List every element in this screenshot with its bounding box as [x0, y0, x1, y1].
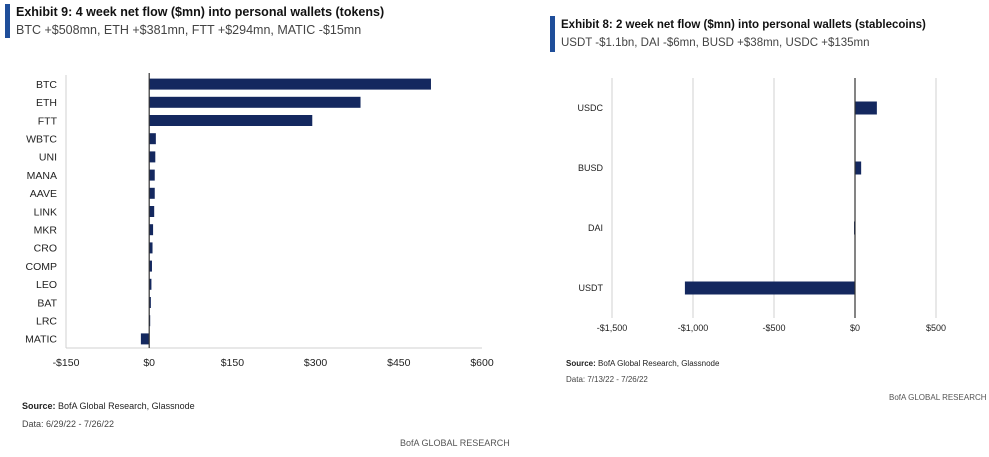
left-category-label-mana: MANA [27, 170, 57, 182]
left-category-label-cro: CRO [34, 243, 57, 255]
left-category-label-bat: BAT [37, 297, 57, 309]
left-date-range: Data: 6/29/22 - 7/26/22 [22, 419, 115, 429]
right-source-note: Source: BofA Global Research, Glassnode [566, 359, 719, 368]
left-category-label-ftt: FTT [38, 115, 58, 127]
left-category-label-mkr: MKR [34, 224, 58, 236]
left-category-label-lrc: LRC [36, 315, 57, 327]
left-title-accent [5, 4, 10, 38]
left-x-tick-label-4: $450 [387, 357, 411, 369]
left-bar-bat [149, 297, 151, 308]
right-bar-usdc [855, 101, 877, 115]
left-source-label: Source: [22, 401, 56, 411]
left-source-note: Source: BofA Global Research, Glassnode [22, 401, 195, 411]
left-x-tick-label-2: $150 [221, 357, 245, 369]
left-chart-title: Exhibit 9: 4 week net flow ($mn) into pe… [16, 5, 385, 19]
right-bar-usdt [684, 281, 855, 295]
right-source-text: BofA Global Research, Glassnode [598, 359, 720, 368]
left-x-tick-label-0: -$150 [53, 357, 80, 369]
left-bar-mkr [149, 224, 154, 236]
left-category-label-uni: UNI [39, 152, 57, 164]
right-x-tick-label-0: -$1,500 [597, 323, 628, 333]
left-bar-btc [149, 78, 431, 90]
left-bar-eth [149, 96, 361, 108]
right-category-label-busd: BUSD [578, 163, 604, 173]
left-bar-wbtc [149, 133, 156, 145]
right-title-accent [550, 16, 555, 52]
left-brand-footer: BofA GLOBAL RESEARCH [400, 438, 510, 448]
left-category-label-matic: MATIC [25, 334, 57, 346]
right-chart-subtitle: USDT -$1.1bn, DAI -$6mn, BUSD +$38mn, US… [561, 37, 870, 49]
left-bar-matic [140, 333, 150, 345]
left-x-tick-label-5: $600 [470, 357, 494, 369]
left-category-label-link: LINK [34, 206, 57, 218]
left-category-label-aave: AAVE [30, 188, 57, 200]
right-brand-footer: BofA GLOBAL RESEARCH [889, 393, 987, 402]
right-category-label-usdt: USDT [579, 283, 604, 293]
right-x-tick-label-1: -$1,000 [678, 323, 709, 333]
right-category-label-dai: DAI [588, 223, 603, 233]
left-bar-ftt [149, 115, 313, 126]
left-chart-subtitle: BTC +$508mn, ETH +$381mn, FTT +$294mn, M… [16, 23, 362, 37]
right-x-tick-label-4: $500 [926, 323, 946, 333]
left-bar-cro [149, 242, 153, 254]
right-chart-title: Exhibit 8: 2 week net flow ($mn) into pe… [561, 19, 926, 31]
left-x-tick-label-1: $0 [143, 357, 155, 369]
left-category-label-leo: LEO [36, 279, 57, 291]
left-category-label-btc: BTC [36, 79, 57, 91]
left-source-text: BofA Global Research, Glassnode [58, 401, 195, 411]
right-source-label: Source: [566, 359, 596, 368]
right-category-label-usdc: USDC [577, 103, 603, 113]
right-date-range: Data: 7/13/22 - 7/26/22 [566, 375, 648, 384]
right-x-tick-label-2: -$500 [762, 323, 785, 333]
left-bar-leo [149, 278, 152, 290]
right-x-tick-label-3: $0 [850, 323, 860, 333]
left-category-label-eth: ETH [36, 97, 57, 109]
right-bar-busd [855, 161, 862, 175]
left-bar-mana [149, 169, 155, 181]
left-bar-uni [149, 151, 156, 163]
left-category-label-wbtc: WBTC [26, 133, 57, 145]
left-bar-link [149, 206, 155, 217]
left-bar-aave [149, 187, 155, 199]
left-category-label-comp: COMP [26, 261, 58, 273]
left-bar-comp [149, 260, 152, 272]
left-x-tick-label-3: $300 [304, 357, 328, 369]
